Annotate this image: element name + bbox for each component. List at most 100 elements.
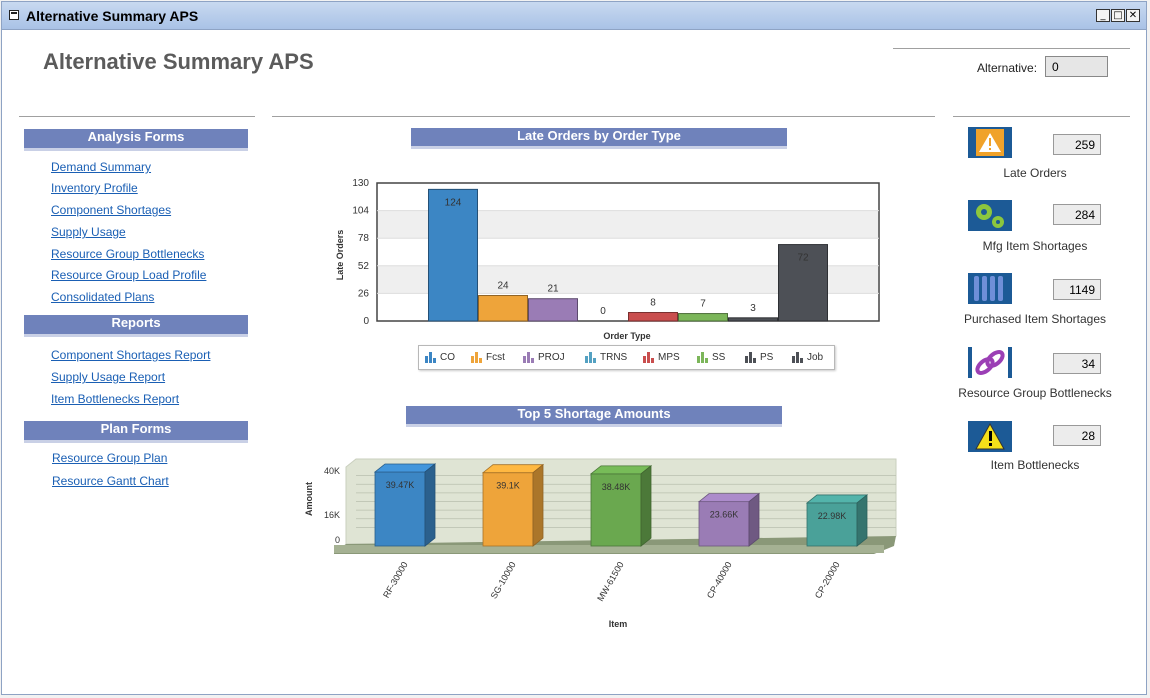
bar-chart-icon [643,352,654,363]
legend-label: Job [807,352,824,363]
window-menu-icon[interactable] [9,10,19,20]
legend-item-ss[interactable]: SS [697,352,725,363]
title-bar: Alternative Summary APS _ □ ✕ [2,2,1146,30]
bar-mw-61500[interactable] [590,473,642,547]
kpi-value: 259 [1053,134,1101,155]
kpi-value: 28 [1053,425,1101,446]
legend-item-ps[interactable]: PS [745,352,773,363]
bar-chart-icon [585,352,596,363]
window-title: Alternative Summary APS [26,8,199,24]
chain-link-icon[interactable] [968,347,1012,378]
bar-co[interactable] [428,188,478,322]
late-orders-chart[interactable]: Late Orders Order Type 02652781041301242… [330,175,890,345]
bar-chart-icon [471,352,482,363]
bar-side [424,463,436,547]
y-tick-label: 78 [358,233,370,244]
warning-icon[interactable] [968,127,1012,158]
link-resource-gantt-chart[interactable]: Resource Gantt Chart [52,474,169,488]
kpi-label: Item Bottlenecks [990,458,1080,472]
legend-label: SS [712,352,726,363]
y-tick-label: 26 [358,288,370,299]
y-tick-label: 130 [352,178,369,189]
bar-cp-40000[interactable] [698,501,750,547]
maximize-button[interactable]: □ [1111,9,1125,22]
late-orders-legend: CO Fcst PROJ TRNS MPS SS PS Job [418,345,835,370]
data-label: 72 [797,253,809,264]
data-label: 8 [650,298,656,309]
link-demand-summary[interactable]: Demand Summary [51,160,152,174]
x-tick-label: RF-30000 [381,560,410,600]
link-resource-group-load-profile[interactable]: Resource Group Load Profile [51,268,207,282]
bar-fcst[interactable] [478,295,528,322]
data-label: 23.66K [710,510,739,520]
bar-cp-20000[interactable] [806,502,858,547]
legend-label: TRNS [600,352,628,363]
link-item-bottlenecks-report[interactable]: Item Bottlenecks Report [51,392,180,406]
bar-ps[interactable] [728,317,778,322]
legend-item-trns[interactable]: TRNS [585,352,627,363]
kpi-label: Late Orders [1003,166,1067,180]
legend-item-co[interactable]: CO [425,352,455,363]
shortage-chart-title: Top 5 Shortage Amounts [406,406,782,427]
link-consolidated-plans[interactable]: Consolidated Plans [51,290,155,304]
link-inventory-profile[interactable]: Inventory Profile [51,181,138,195]
bar-rf-30000[interactable] [374,471,426,547]
kpi-value: 1149 [1053,279,1101,300]
link-component-shortages-report[interactable]: Component Shortages Report [51,348,211,362]
alternative-label: Alternative: [977,61,1038,75]
legend-item-mps[interactable]: MPS [643,352,680,363]
alert-icon[interactable] [968,421,1012,452]
bar-side [532,463,544,547]
window-controls: _ □ ✕ [1096,9,1140,22]
x-tick-label: CP-20000 [813,560,842,600]
alternative-field[interactable]: 0 [1045,56,1108,77]
legend-item-job[interactable]: Job [792,352,823,363]
y-axis-label: Late Orders [335,230,345,281]
close-button[interactable]: ✕ [1126,9,1140,22]
kpi-label: Purchased Item Shortages [963,312,1107,326]
link-supply-usage[interactable]: Supply Usage [51,225,126,239]
link-component-shortages[interactable]: Component Shortages [51,203,172,217]
plot-floor-front [334,545,884,553]
data-label: 24 [497,281,509,292]
legend-item-proj[interactable]: PROJ [523,352,565,363]
kpi-value: 34 [1053,353,1101,374]
data-label: 124 [445,197,462,208]
y-tick-label: 0 [363,316,369,327]
divider [893,48,1130,49]
parts-icon[interactable] [968,273,1012,304]
data-label: 7 [700,299,706,310]
legend-item-fcst[interactable]: Fcst [471,352,505,363]
bar-proj[interactable] [528,298,578,322]
data-label: 22.98K [818,511,847,521]
data-label: 3 [750,303,756,314]
kpi-label: Resource Group Bottlenecks [958,386,1112,400]
late-orders-chart-title: Late Orders by Order Type [411,128,787,149]
bar-chart-icon [745,352,756,363]
kpi-value: 284 [1053,204,1101,225]
x-tick-label: SG-10000 [489,560,518,601]
analysis-forms-header: Analysis Forms [24,129,248,151]
link-resource-group-bottlenecks[interactable]: Resource Group Bottlenecks [51,247,205,261]
shortage-amounts-chart[interactable]: Amount Item 0 16K 40K 39.47K RF-30000 39.1K SG… [296,455,906,635]
plan-forms-header: Plan Forms [24,421,248,443]
bar-ss[interactable] [678,313,728,322]
data-label: 38.48K [602,482,631,492]
gears-icon[interactable] [968,200,1012,231]
bar-chart-icon [792,352,803,363]
link-supply-usage-report[interactable]: Supply Usage Report [51,370,166,384]
legend-label: PROJ [538,352,565,363]
data-label: 21 [547,284,559,295]
link-resource-group-plan[interactable]: Resource Group Plan [52,451,168,465]
minimize-button[interactable]: _ [1096,9,1110,22]
divider [272,116,935,117]
page-title: Alternative Summary APS [43,49,314,74]
bar-chart-icon [697,352,708,363]
bar-job[interactable] [778,244,828,322]
bar-mps[interactable] [628,312,678,322]
data-label: 0 [600,306,606,317]
x-tick-label: MW-61500 [595,560,626,603]
y-tick-label: 52 [358,261,370,272]
bar-sg-10000[interactable] [482,472,534,547]
y-tick-label: 40K [324,466,340,476]
